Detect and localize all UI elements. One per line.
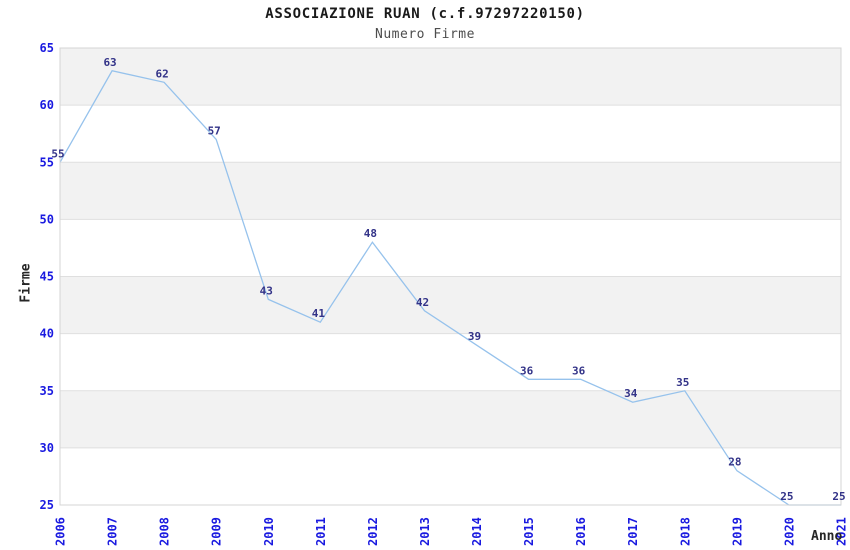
data-label: 62 [156,67,169,80]
x-tick-label: 2010 [262,517,276,546]
data-label: 36 [572,364,586,377]
plot-border [59,47,842,506]
x-tick-label: 2007 [106,517,120,546]
y-tick-label: 55 [40,155,54,169]
data-label: 57 [208,124,221,137]
y-tick-label: 60 [40,98,54,112]
x-tick-label: 2013 [418,517,432,546]
x-tick-label: 2006 [54,517,68,546]
data-label: 25 [780,490,793,503]
chart-subtitle: Numero Firme [375,27,475,42]
x-tick-label: 2008 [158,517,172,546]
x-tick-label: 2016 [574,517,588,546]
data-label: 36 [520,364,534,377]
data-label: 25 [832,490,845,503]
data-label: 41 [312,307,326,320]
plot-band [60,162,841,220]
line-series-firme [59,70,841,506]
plot-band [60,48,841,106]
data-label: 55 [51,147,64,160]
x-tick-label: 2020 [782,517,796,546]
y-tick-label: 30 [40,441,54,455]
data-label: 48 [364,227,377,240]
chart-title: ASSOCIAZIONE RUAN (c.f.97297220150) [265,6,585,22]
y-axis-title: Firme [18,263,34,303]
x-tick-label: 2018 [678,517,692,546]
x-axis-title: Anno [811,529,843,544]
y-tick-label: 65 [40,41,54,55]
data-label: 63 [103,56,116,69]
data-label: 28 [728,456,741,469]
y-tick-label: 45 [40,270,54,284]
y-tick-label: 35 [40,384,54,398]
x-tick-label: 2014 [470,517,484,546]
x-tick-label: 2015 [522,517,536,546]
data-label: 43 [260,284,273,297]
x-tick-label: 2019 [730,517,744,546]
data-label: 35 [676,376,689,389]
y-tick-label: 50 [40,212,54,226]
x-tick-label: 2017 [626,517,640,546]
plot-band [60,390,841,448]
x-tick-label: 2009 [210,517,224,546]
plot-band [60,276,841,334]
data-label: 34 [624,387,638,400]
x-tick-label: 2011 [314,517,328,546]
y-tick-label: 40 [40,327,54,341]
y-tick-label: 25 [40,498,54,512]
data-label: 39 [468,330,481,343]
x-tick-label: 2021 [835,517,849,546]
data-label: 42 [416,296,429,309]
x-tick-label: 2012 [366,517,380,546]
